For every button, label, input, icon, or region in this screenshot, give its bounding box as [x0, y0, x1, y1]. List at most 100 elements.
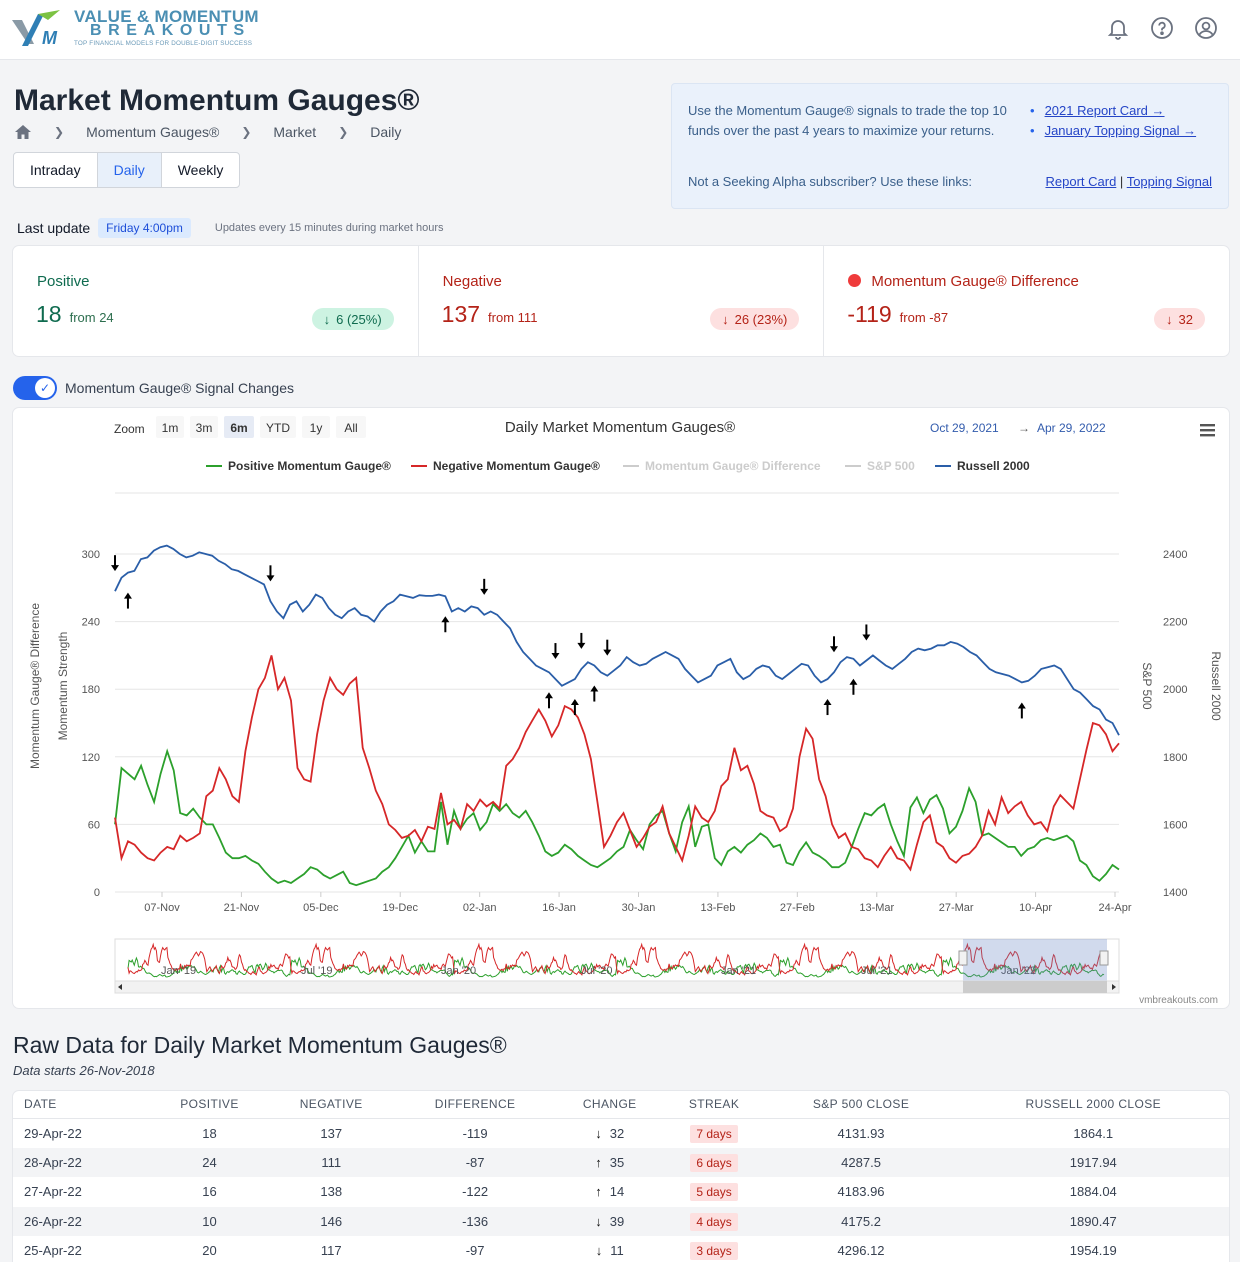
- series-line-negative-momentum-gauge-: [114, 655, 1120, 872]
- navigator-label: Jan '20: [441, 965, 476, 977]
- table-cell: 4183.96: [837, 1184, 885, 1200]
- positive-stat: Positive 18 from 24 ↓ 6 (25%): [13, 246, 419, 356]
- table-cell: -87: [394, 1147, 556, 1177]
- zoom-ytd-button[interactable]: YTD: [260, 416, 296, 438]
- legend-item[interactable]: Momentum Gauge® Difference: [623, 459, 821, 473]
- table-cell: 16: [202, 1184, 217, 1200]
- table-cell: 138: [320, 1184, 343, 1200]
- table-cell: ↓ 32: [556, 1118, 664, 1148]
- column-header[interactable]: STREAK: [663, 1091, 765, 1119]
- change-value: 14: [609, 1184, 625, 1200]
- table-cell: 20: [202, 1243, 217, 1259]
- raw-data-table-card: DATE POSITIVE NEGATIVE DIFFERENCE CHANGE STRE…: [13, 1091, 1229, 1262]
- y-left-tick: 0: [94, 887, 100, 899]
- zoom-6m-button[interactable]: 6m: [224, 416, 254, 438]
- difference-value: -119: [847, 301, 892, 327]
- table-cell: 4296.12: [837, 1243, 885, 1259]
- scroll-left-icon[interactable]: [118, 984, 122, 990]
- legend-item[interactable]: Russell 2000: [935, 459, 1030, 473]
- navigator-negative-line: [127, 942, 1105, 976]
- navigator-scrollbar[interactable]: [114, 980, 1120, 994]
- y-left-tick: 240: [82, 617, 100, 629]
- signal-changes-toggle[interactable]: ✓: [13, 376, 57, 400]
- tab-intraday[interactable]: Intraday: [14, 153, 98, 187]
- navigator-handle[interactable]: [958, 950, 968, 966]
- brand-logo[interactable]: M VALUE & MOMENTUM BREAKOUTS TOP FINANCI…: [12, 6, 272, 52]
- legend-label: Momentum Gauge® Difference: [645, 459, 821, 473]
- bell-icon[interactable]: [1106, 16, 1130, 40]
- info-link-item: January Topping Signal →: [1030, 121, 1197, 141]
- table-row: 28-Apr-22 24 111 -87 ↑ 35 6 days 4287.5 1917.94: [13, 1147, 1229, 1177]
- y-right-tick: 2200: [1163, 617, 1187, 629]
- home-icon[interactable]: [14, 124, 32, 140]
- zoom-1y-button[interactable]: 1y: [302, 416, 330, 438]
- y-left-tick: 300: [82, 549, 100, 561]
- column-header[interactable]: NEGATIVE: [268, 1091, 395, 1119]
- brand-name-line1: VALUE & MOMENTUM: [74, 7, 259, 26]
- series-line-russell-2000: [114, 544, 1120, 736]
- zoom-1m-button[interactable]: 1m: [156, 416, 184, 438]
- table-cell: 137: [320, 1125, 343, 1141]
- table-cell: 1954.19: [1069, 1243, 1117, 1259]
- table-cell: -97: [465, 1243, 485, 1259]
- info-link-item: 2021 Report Card →: [1030, 101, 1196, 121]
- column-header[interactable]: POSITIVE: [150, 1091, 269, 1119]
- signal-changes-toggle-row: ✓ Momentum Gauge® Signal Changes: [13, 376, 294, 400]
- table-cell: -122: [462, 1184, 489, 1200]
- topping-signal-link[interactable]: Topping Signal: [1126, 174, 1212, 189]
- y-right-tick: 1800: [1163, 752, 1187, 764]
- x-tick-label: 10-Apr: [1019, 902, 1052, 914]
- table-cell: ↑ 14: [556, 1177, 664, 1207]
- navigator-label: Jan '21: [721, 965, 756, 977]
- tab-daily[interactable]: Daily: [97, 153, 162, 187]
- table-cell: 29-Apr-22: [24, 1125, 82, 1141]
- negative-stat: Negative 137 from 111 ↓ 26 (23%): [419, 246, 825, 356]
- table-cell: 1884.04: [1069, 1184, 1117, 1200]
- table-cell: 18: [202, 1125, 217, 1141]
- arrow-down-icon: ↓: [323, 311, 331, 327]
- table-cell: 6 days: [663, 1147, 765, 1177]
- brand-tagline: TOP FINANCIAL MODELS FOR DOUBLE-DIGIT SU…: [74, 40, 253, 47]
- breadcrumb-item-daily: Daily: [370, 124, 402, 140]
- legend-item[interactable]: Positive Momentum Gauge®: [206, 459, 391, 473]
- legend-item[interactable]: Negative Momentum Gauge®: [411, 459, 600, 473]
- table-cell: 146: [268, 1206, 395, 1236]
- raw-data-title: Raw Data for Daily Market Momentum Gauge…: [13, 1032, 507, 1058]
- account-icon[interactable]: [1194, 16, 1218, 40]
- range-from[interactable]: Oct 29, 2021: [930, 421, 999, 435]
- change-value: 39: [609, 1213, 625, 1229]
- table-cell: 10: [150, 1206, 269, 1236]
- column-header[interactable]: DATE: [13, 1091, 151, 1119]
- tab-weekly[interactable]: Weekly: [177, 162, 224, 178]
- column-header[interactable]: RUSSELL 2000 CLOSE: [957, 1091, 1229, 1119]
- january-topping-signal-link[interactable]: January Topping Signal →: [1044, 123, 1197, 138]
- y-right-tick: 1600: [1163, 819, 1187, 831]
- info-text: Use the Momentum Gauge® signals to trade…: [688, 103, 1007, 138]
- help-icon[interactable]: [1150, 16, 1174, 40]
- table-cell: 4 days: [663, 1206, 765, 1236]
- table-cell: 1890.47: [957, 1206, 1229, 1236]
- zoom-3m-button[interactable]: 3m: [190, 416, 218, 438]
- zoom-button-label: 6m: [230, 421, 247, 435]
- column-header[interactable]: S&P 500 CLOSE: [764, 1091, 958, 1119]
- menu-icon[interactable]: [1200, 424, 1215, 437]
- range-to[interactable]: Apr 29, 2022: [1037, 421, 1106, 435]
- column-header[interactable]: CHANGE: [555, 1091, 664, 1119]
- breadcrumb-item-gauges[interactable]: Momentum Gauges®: [86, 124, 220, 140]
- table-row: 26-Apr-22 10 146 -136 ↓ 39 4 days 4175.2 1890.47: [13, 1206, 1229, 1236]
- column-header[interactable]: DIFFERENCE: [394, 1091, 556, 1119]
- chevron-right-icon: ❯: [241, 125, 252, 139]
- zoom-all-button[interactable]: All: [336, 416, 366, 438]
- report-card-link[interactable]: Report Card: [1045, 174, 1117, 189]
- legend-item[interactable]: S&P 500: [845, 459, 915, 473]
- navigator-handle[interactable]: [1099, 950, 1109, 966]
- report-card-2021-link[interactable]: 2021 Report Card →: [1044, 103, 1165, 118]
- navigator[interactable]: Jan '19 Jul '19 Jan '20 Jul '20 Jan '21 Jul '…: [114, 938, 1120, 994]
- navigator-selection[interactable]: [963, 939, 1107, 981]
- zoom-button-label: YTD: [266, 421, 290, 435]
- scroll-right-icon[interactable]: [1112, 984, 1116, 990]
- navigator-label: Jul '20: [581, 965, 612, 977]
- negative-change-chip: ↓ 26 (23%): [710, 308, 800, 330]
- breadcrumb-item-market[interactable]: Market: [273, 124, 317, 140]
- navigator-scroll-thumb[interactable]: [963, 981, 1107, 993]
